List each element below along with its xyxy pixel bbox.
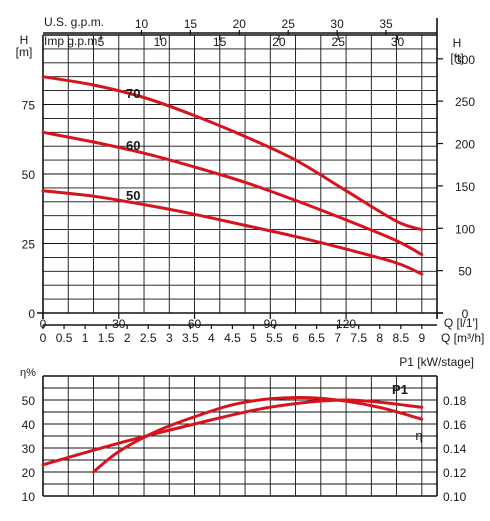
y-left-tick-label: 25 (22, 238, 36, 252)
x-bottom-tick-label: 90 (264, 317, 278, 331)
eta-axis-tick-label: 30 (22, 442, 36, 456)
top-imp-gpm-label: Imp g.p.m. (44, 34, 101, 48)
y-right-tick-label: 100 (455, 222, 475, 236)
x-bottom2-tick-label: 9 (419, 331, 426, 345)
y-right-axis-title: H (453, 36, 462, 50)
y-left-tick-label: 75 (22, 99, 36, 113)
x-bottom2-tick-label: 2 (124, 331, 131, 345)
series-curve-70 (41, 75, 424, 232)
x-bottom2-tick-label: 4.5 (224, 331, 241, 345)
series-curve-eta (92, 395, 424, 474)
top-imp-gpm-tick-label: 30 (391, 35, 405, 49)
x-bottom-tick-label: 120 (336, 317, 356, 331)
series-label-50: 50 (126, 188, 140, 203)
p1-axis-tick-label: 0.10 (443, 490, 467, 504)
top-us-gpm-tick-label: 20 (233, 17, 247, 31)
top-us-gpm-tick-label: 15 (184, 17, 198, 31)
x-bottom2-tick-label: 1 (82, 331, 89, 345)
y-left-axis-title: H (20, 33, 29, 47)
series-label-p1: P1 (392, 382, 408, 397)
x-bottom2-tick-label: 7 (334, 331, 341, 345)
x-bottom2-tick-label: 3 (166, 331, 173, 345)
p1-axis-tick-label: 0.18 (443, 394, 467, 408)
eta-axis-tick-label: 40 (22, 418, 36, 432)
x-bottom2-tick-label: 4 (208, 331, 215, 345)
y-right-tick-label: 50 (458, 265, 472, 279)
y-right-tick-label: 0 (462, 307, 469, 321)
x-bottom2-tick-label: 3.5 (182, 331, 199, 345)
x-bottom2-tick-label: 5 (250, 331, 257, 345)
x-bottom-axis-label: Q [l/1'] (444, 316, 478, 330)
top-us-gpm-tick-label: 35 (379, 17, 393, 31)
x-bottom2-tick-label: 0 (40, 331, 47, 345)
series-curve-50 (41, 189, 424, 276)
series-label-70: 70 (126, 86, 140, 101)
p1-axis-tick-label: 0.16 (443, 418, 467, 432)
eta-axis-tick-label: 10 (22, 490, 36, 504)
p1-axis-label: P1 [kW/stage] (399, 355, 474, 369)
x-bottom2-tick-label: 2.5 (140, 331, 157, 345)
eta-axis-tick-label: 50 (22, 394, 36, 408)
x-bottom2-tick-label: 8 (376, 331, 383, 345)
eta-axis-label: η% (20, 367, 36, 379)
top-us-gpm-tick-label: 25 (282, 17, 296, 31)
top-imp-gpm-tick-label: 25 (332, 35, 346, 49)
series-label-60: 60 (126, 138, 140, 153)
y-right-axis-unit: [ft] (450, 51, 463, 65)
top-imp-gpm-tick-label: 20 (272, 35, 286, 49)
y-left-tick-label: 0 (28, 307, 35, 321)
y-right-tick-label: 250 (455, 95, 475, 109)
y-left-axis-unit: [m] (16, 45, 33, 59)
top-imp-gpm-tick-label: 5 (98, 35, 105, 49)
y-right-tick-label: 150 (455, 180, 475, 194)
series-label-eta: η (415, 428, 422, 443)
series-curve-60 (41, 130, 424, 257)
x-bottom2-tick-label: 5.5 (266, 331, 283, 345)
x-bottom2-tick-label: 1.5 (98, 331, 115, 345)
p1-axis-tick-label: 0.12 (443, 466, 467, 480)
x-bottom2-tick-label: 0.5 (56, 331, 73, 345)
y-right-tick-label: 200 (455, 138, 475, 152)
top-us-gpm-label: U.S. g.p.m. (44, 15, 104, 29)
x-bottom2-tick-label: 6 (292, 331, 299, 345)
x-bottom2-tick-label: 7.5 (350, 331, 367, 345)
y-left-tick-label: 50 (22, 168, 36, 182)
series-curve-p1 (41, 398, 424, 467)
top-imp-gpm-tick-label: 10 (154, 35, 168, 49)
x-bottom-tick-label: 30 (112, 317, 126, 331)
x-bottom2-tick-label: 8.5 (392, 331, 409, 345)
p1-axis-tick-label: 0.14 (443, 442, 467, 456)
top-us-gpm-tick-label: 30 (330, 17, 344, 31)
top-us-gpm-tick-label: 10 (135, 17, 149, 31)
eta-axis-tick-label: 20 (22, 466, 36, 480)
top-imp-gpm-tick-label: 15 (213, 35, 227, 49)
x-bottom-tick-label: 60 (188, 317, 202, 331)
x-bottom-tick-label: 0 (40, 317, 47, 331)
x-bottom2-axis-label: Q [m³/h] (441, 331, 484, 345)
y-right-tick-label: 300 (455, 53, 475, 67)
x-bottom2-tick-label: 6.5 (308, 331, 325, 345)
